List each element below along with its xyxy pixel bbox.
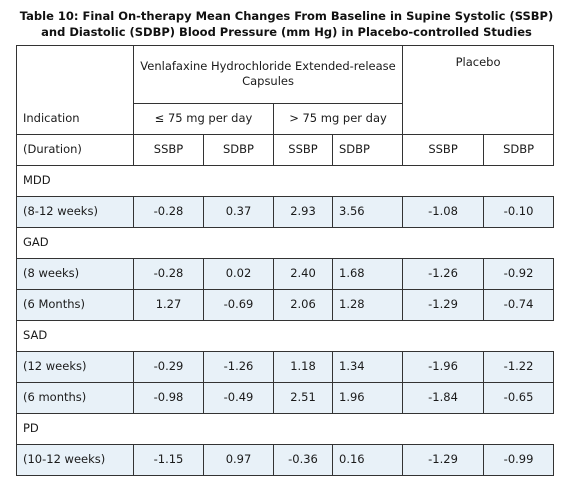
table-row: (8 weeks) -0.28 0.02 2.40 1.68 -1.26 -0.92 <box>16 257 555 290</box>
value-cell: -0.29 <box>133 350 204 383</box>
header-row-measures: (Duration) SSBP SDBP SSBP SDBP SSBP SDBP <box>16 133 555 166</box>
value-cell: 0.37 <box>203 195 274 228</box>
header-row-dose: Indication ≤ 75 mg per day > 75 mg per d… <box>16 102 555 135</box>
placebo-header: Placebo <box>402 45 555 103</box>
section-label: MDD <box>15 164 554 197</box>
section-row: SAD <box>15 319 554 352</box>
value-cell: 0.97 <box>203 443 274 476</box>
value-cell: 2.51 <box>273 381 333 414</box>
section-row: MDD <box>15 164 554 197</box>
duration-label: (10-12 weeks) <box>16 443 134 476</box>
value-cell: 1.96 <box>331 381 404 414</box>
ssbp-placebo-header: SSBP <box>402 133 485 166</box>
dose-low-header: ≤ 75 mg per day <box>133 102 274 135</box>
duration-label: (6 Months) <box>16 288 134 321</box>
value-cell: -0.92 <box>483 257 555 290</box>
header-row-product: Venlafaxine Hydrochloride Extended-relea… <box>16 45 555 104</box>
value-cell: 1.68 <box>331 257 404 290</box>
table-row: (8-12 weeks) -0.28 0.37 2.93 3.56 -1.08 -0.10 <box>16 195 555 228</box>
value-cell: -0.74 <box>483 288 555 321</box>
value-cell: -0.49 <box>203 381 274 414</box>
value-cell: 1.18 <box>273 350 333 383</box>
placebo-dose-empty <box>402 103 555 135</box>
ssbp-high-header: SSBP <box>273 133 333 166</box>
table-row: (10-12 weeks) -1.15 0.97 -0.36 0.16 -1.29 -0.9… <box>16 443 555 476</box>
section-row: GAD <box>15 226 554 259</box>
duration-label: (12 weeks) <box>16 350 134 383</box>
value-cell: -0.28 <box>133 195 204 228</box>
value-cell: -0.65 <box>483 381 555 414</box>
sdbp-low-header: SDBP <box>203 133 274 166</box>
indication-header: Indication <box>16 103 134 135</box>
table-row: (12 weeks) -0.29 -1.26 1.18 1.34 -1.96 -1.22 <box>16 350 555 383</box>
value-cell: -0.28 <box>133 257 204 290</box>
sdbp-high-header: SDBP <box>331 133 404 166</box>
value-cell: -1.96 <box>402 350 485 383</box>
value-cell: -1.29 <box>402 288 485 321</box>
value-cell: 2.93 <box>273 195 333 228</box>
section-label: SAD <box>15 319 554 352</box>
value-cell: 2.06 <box>273 288 333 321</box>
value-cell: -0.36 <box>273 443 333 476</box>
value-cell: 0.16 <box>331 443 404 476</box>
value-cell: 2.40 <box>273 257 333 290</box>
bp-changes-table: Venlafaxine Hydrochloride Extended-relea… <box>15 45 555 476</box>
sdbp-placebo-header: SDBP <box>483 133 555 166</box>
table-row: (6 Months) 1.27 -0.69 2.06 1.28 -1.29 -0.74 <box>16 288 555 321</box>
value-cell: -0.10 <box>483 195 555 228</box>
table-title: Table 10: Final On-therapy Mean Changes … <box>19 9 554 39</box>
section-row: PD <box>15 412 554 445</box>
value-cell: -1.22 <box>483 350 555 383</box>
value-cell: -0.98 <box>133 381 204 414</box>
value-cell: 0.02 <box>203 257 274 290</box>
header-empty-cell <box>16 45 134 103</box>
value-cell: -1.26 <box>402 257 485 290</box>
value-cell: -1.29 <box>402 443 485 476</box>
section-label: PD <box>15 412 554 445</box>
value-cell: -1.15 <box>133 443 204 476</box>
value-cell: -1.26 <box>203 350 274 383</box>
duration-header: (Duration) <box>16 133 134 166</box>
duration-label: (8 weeks) <box>16 257 134 290</box>
value-cell: -1.08 <box>402 195 485 228</box>
value-cell: -0.69 <box>203 288 274 321</box>
section-label: GAD <box>15 226 554 259</box>
value-cell: -0.99 <box>483 443 555 476</box>
value-cell: 1.27 <box>133 288 204 321</box>
venlafaxine-header: Venlafaxine Hydrochloride Extended-relea… <box>132 45 404 104</box>
duration-label: (8-12 weeks) <box>16 195 134 228</box>
value-cell: 1.28 <box>331 288 404 321</box>
duration-label: (6 months) <box>16 381 134 414</box>
value-cell: 1.34 <box>331 350 404 383</box>
table-row: (6 months) -0.98 -0.49 2.51 1.96 -1.84 -0.65 <box>16 381 555 414</box>
dose-high-header: > 75 mg per day <box>272 102 404 135</box>
value-cell: 3.56 <box>331 195 404 228</box>
ssbp-low-header: SSBP <box>133 133 204 166</box>
value-cell: -1.84 <box>402 381 485 414</box>
